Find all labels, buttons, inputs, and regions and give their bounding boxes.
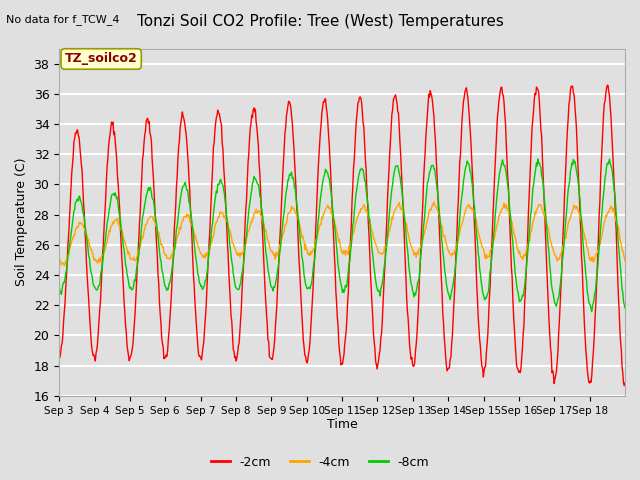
-8cm (534, 156, 542, 162)
Line: -4cm: -4cm (59, 202, 625, 265)
-8cm (226, 239, 234, 245)
Y-axis label: Soil Temperature (C): Soil Temperature (C) (15, 158, 28, 287)
-8cm (621, 305, 629, 311)
-2cm (604, 83, 611, 88)
-4cm (255, 208, 262, 214)
-4cm (122, 243, 130, 249)
-8cm (401, 216, 408, 222)
-2cm (275, 254, 283, 260)
-4cm (434, 208, 442, 214)
Text: No data for f_TCW_4: No data for f_TCW_4 (6, 14, 120, 25)
-4cm (401, 218, 409, 224)
-2cm (401, 239, 408, 245)
Legend: -2cm, -4cm, -8cm: -2cm, -4cm, -8cm (206, 451, 434, 474)
-8cm (275, 258, 283, 264)
-4cm (430, 199, 438, 204)
Text: Tonzi Soil CO2 Profile: Tree (West) Temperatures: Tonzi Soil CO2 Profile: Tree (West) Temp… (136, 14, 504, 29)
-8cm (588, 309, 596, 314)
-2cm (55, 354, 63, 360)
Line: -2cm: -2cm (59, 85, 625, 386)
-2cm (620, 383, 628, 389)
-4cm (621, 258, 629, 264)
-2cm (122, 322, 129, 328)
-4cm (276, 242, 284, 248)
-8cm (122, 262, 129, 267)
-8cm (55, 285, 63, 290)
-4cm (60, 263, 68, 268)
-8cm (254, 181, 262, 187)
-8cm (432, 177, 440, 183)
Text: TZ_soilco2: TZ_soilco2 (65, 52, 138, 65)
-4cm (55, 259, 63, 265)
-2cm (432, 153, 440, 158)
-2cm (226, 283, 234, 289)
-2cm (621, 380, 629, 386)
Line: -8cm: -8cm (59, 159, 625, 312)
-2cm (254, 133, 262, 139)
-4cm (227, 228, 234, 234)
X-axis label: Time: Time (326, 419, 358, 432)
